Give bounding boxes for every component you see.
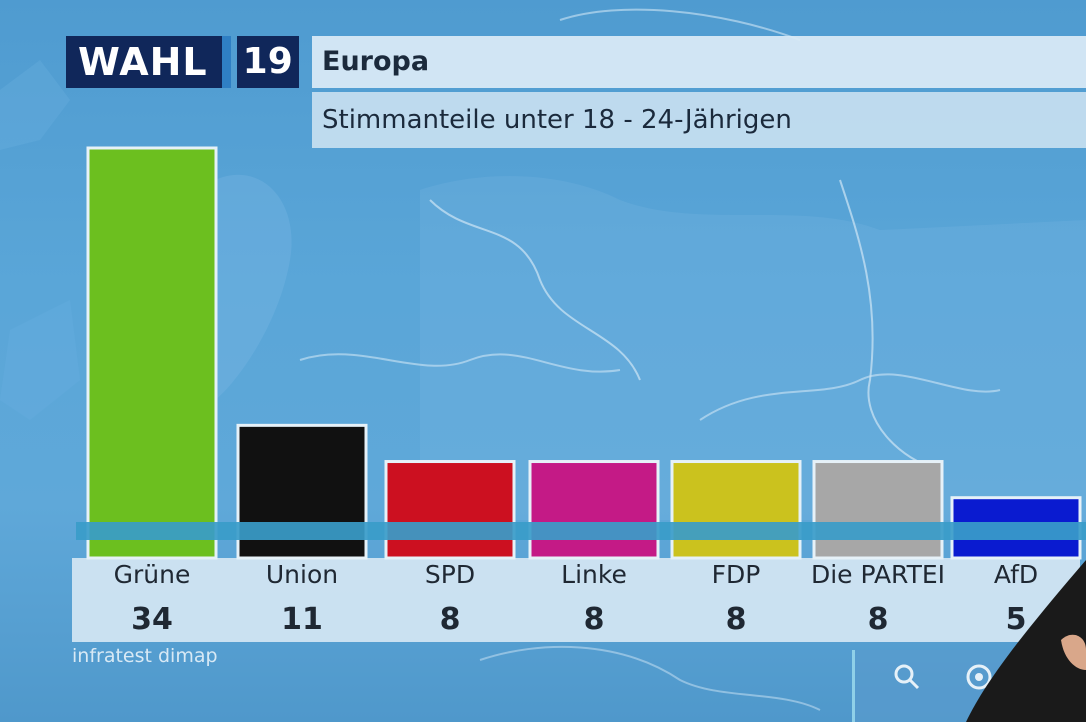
target-icon[interactable] (964, 662, 994, 692)
subtitle-box: Stimmanteile unter 18 - 24-Jährigen (312, 92, 1086, 148)
category-label-die-partei: Die PARTEI (810, 560, 946, 589)
chart-title: Europa (322, 46, 430, 77)
category-label-fdp: FDP (711, 560, 761, 589)
bar-linke (528, 460, 660, 560)
category-label-afd: AfD (993, 560, 1039, 589)
category-label-union: Union (265, 560, 339, 589)
bar-gr-ne (86, 146, 218, 560)
category-label-gr-ne: Grüne (113, 560, 191, 589)
logo-year-text: 19 (236, 36, 299, 88)
value-label-die-partei: 8 (867, 602, 889, 637)
baseline-band (76, 522, 1086, 540)
label-panel (72, 558, 1080, 642)
value-label-fdp: 8 (725, 602, 747, 637)
chart-subtitle: Stimmanteile unter 18 - 24-Jährigen (322, 105, 792, 135)
category-label-spd: SPD (424, 560, 476, 589)
bar-fdp (670, 460, 802, 560)
presenter-arm (966, 560, 1086, 722)
search-icon[interactable] (892, 662, 922, 692)
value-label-spd: 8 (439, 602, 461, 637)
value-label-afd: 5 (1005, 602, 1027, 637)
value-label-linke: 8 (583, 602, 605, 637)
bar-die-partei (812, 460, 944, 560)
value-label-gr-ne: 34 (131, 602, 173, 637)
category-label-linke: Linke (561, 560, 627, 589)
bar-spd (384, 460, 516, 560)
logo-divider (221, 36, 231, 88)
wahl-logo: WAHL 19 (66, 36, 299, 88)
source-label: infratest dimap (72, 645, 218, 667)
value-label-union: 11 (281, 602, 323, 637)
title-box: Europa (312, 36, 1086, 88)
logo-wahl-text: WAHL (66, 36, 222, 88)
